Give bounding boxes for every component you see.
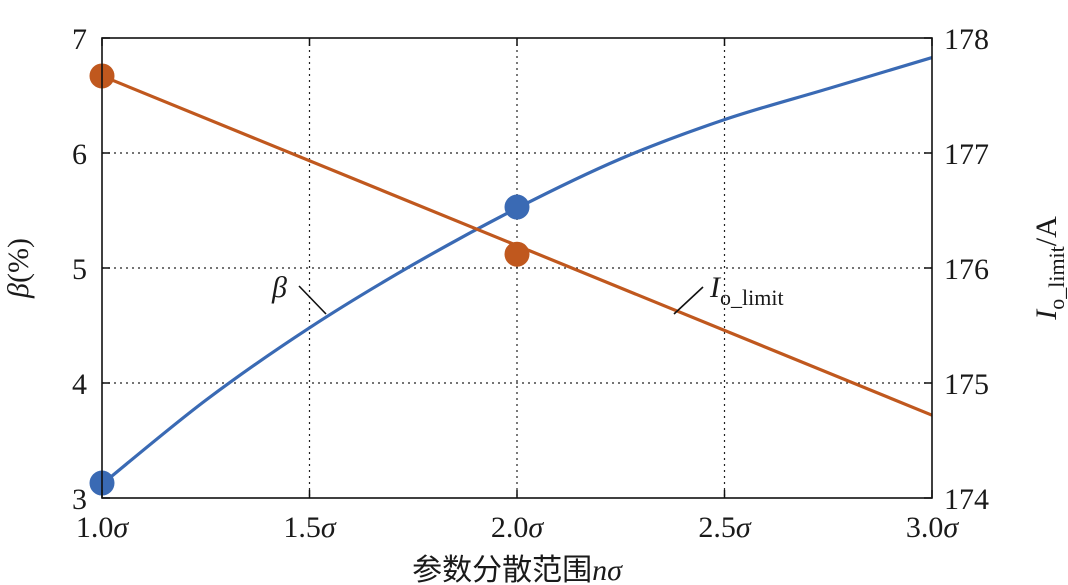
y-left-tick-label: 6 bbox=[72, 138, 87, 171]
y-left-tick-label: 4 bbox=[72, 368, 87, 401]
io-limit-annotation-main: I bbox=[709, 271, 722, 304]
right-axis-title-unit: /A bbox=[1030, 216, 1063, 246]
y-right-tick-label: 175 bbox=[944, 368, 989, 401]
x-axis-title-text: 参数分散范围 bbox=[412, 554, 592, 585]
x-tick-label: 1.0σ bbox=[76, 511, 130, 544]
series-layer bbox=[100, 56, 933, 486]
left-axis-title: β(%) bbox=[2, 238, 35, 299]
beta-annotation: β bbox=[271, 271, 287, 304]
tick-labels: 1.0σ 1.5σ 2.0σ 2.5σ 3.0σ 3 4 5 6 7 174 175 176 177 178 bbox=[72, 23, 989, 544]
gridlines bbox=[102, 38, 932, 498]
beta-leader-line bbox=[298, 285, 327, 315]
y-right-tick-label: 176 bbox=[944, 253, 989, 286]
y-left-tick-label: 3 bbox=[72, 483, 87, 516]
x-axis-title: 参数分散范围nσ bbox=[412, 554, 623, 585]
y-right-tick-label: 178 bbox=[944, 23, 989, 56]
right-axis-title: Io_limit/A bbox=[1030, 216, 1068, 321]
data-point-beta bbox=[504, 194, 530, 220]
x-tick-label: 2.5σ bbox=[698, 511, 752, 544]
x-tick-label: 3.0σ bbox=[906, 511, 960, 544]
x-tick-label: 2.0σ bbox=[491, 511, 545, 544]
x-tick-label: 1.5σ bbox=[283, 511, 337, 544]
left-axis-title-beta: β bbox=[2, 283, 35, 299]
y-left-tick-label: 7 bbox=[72, 23, 87, 56]
series-line-beta bbox=[100, 56, 933, 486]
y-left-tick-label: 5 bbox=[72, 253, 87, 286]
io-limit-annotation-sub: o_limit bbox=[720, 285, 784, 310]
io-limit-annotation: Io_limit bbox=[709, 271, 784, 310]
left-axis-title-unit: (%) bbox=[2, 238, 35, 283]
data-point-io-limit bbox=[504, 241, 530, 267]
right-axis-title-i: I bbox=[1030, 308, 1063, 321]
x-axis-title-italic: nσ bbox=[592, 554, 623, 585]
right-axis-title-sub: o_limit bbox=[1044, 246, 1068, 310]
y-right-tick-label: 177 bbox=[944, 138, 989, 171]
y-right-tick-label: 174 bbox=[944, 483, 989, 516]
ticks bbox=[101, 37, 933, 499]
io-limit-leader-line bbox=[673, 286, 704, 315]
